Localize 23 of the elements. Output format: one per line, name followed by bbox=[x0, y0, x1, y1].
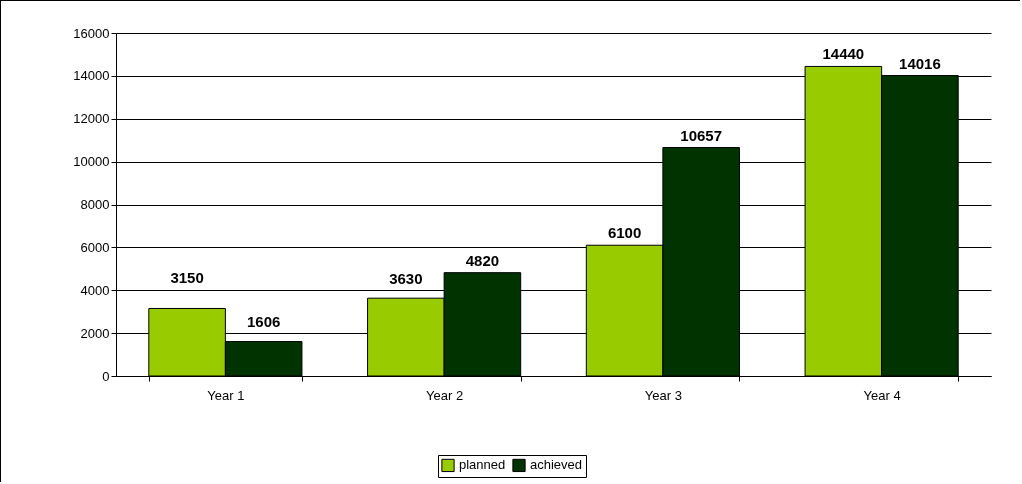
y-tick-label: 0 bbox=[102, 368, 110, 384]
y-tick-label: 8000 bbox=[80, 197, 110, 212]
y-tick-label: 14000 bbox=[73, 68, 110, 84]
x-tick-label: Year 4 bbox=[863, 387, 901, 403]
data-label: 6100 bbox=[607, 224, 642, 242]
x-tick-label: Year 2 bbox=[426, 387, 464, 403]
y-tick-label: 16000 bbox=[73, 25, 110, 41]
y-tick-label: 12000 bbox=[73, 111, 110, 127]
data-label: 14440 bbox=[822, 45, 865, 63]
data-label: 4820 bbox=[465, 251, 500, 269]
legend-label: achieved bbox=[530, 457, 583, 473]
x-tick-label: Year 1 bbox=[207, 387, 245, 403]
y-tick-label: 10000 bbox=[73, 154, 110, 170]
x-tick-label: Year 3 bbox=[644, 387, 682, 403]
data-label: 1606 bbox=[246, 312, 281, 330]
y-tick-label: 2000 bbox=[80, 325, 110, 341]
data-label: 14016 bbox=[899, 54, 941, 72]
data-label: 10657 bbox=[680, 126, 723, 144]
data-label: 3630 bbox=[389, 270, 423, 288]
legend-label: planned bbox=[459, 457, 506, 473]
data-label: 3150 bbox=[170, 269, 204, 287]
y-tick-label: 4000 bbox=[80, 282, 110, 298]
y-tick-label: 6000 bbox=[80, 239, 110, 255]
